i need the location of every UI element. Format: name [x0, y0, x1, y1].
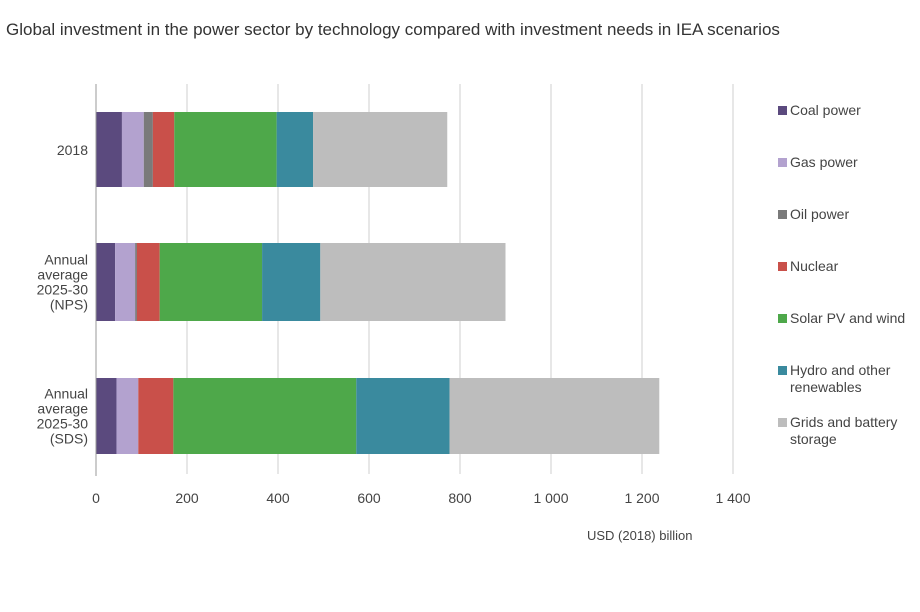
bar-1-nuclear — [136, 243, 160, 321]
bar-1-grids-and-battery-storage — [320, 243, 506, 321]
bar-2-nuclear — [138, 378, 174, 454]
bar-0-gas-power — [121, 112, 144, 187]
bar-0-coal-power — [96, 112, 122, 187]
bar-0-oil-power — [143, 112, 153, 187]
y-category-label-line: 2018 — [57, 142, 88, 158]
bar-2-grids-and-battery-storage — [449, 378, 660, 454]
legend-item: Gas power — [778, 154, 920, 171]
legend-item: Hydro and other renewables — [778, 362, 920, 396]
legend-swatch — [778, 106, 787, 115]
legend-item: Nuclear — [778, 258, 920, 275]
bar-1-coal-power — [96, 243, 116, 321]
bar-2-solar-pv-and-wind — [173, 378, 357, 454]
y-category-label-line: Annual — [44, 252, 88, 268]
y-category-label-line: average — [37, 267, 88, 283]
x-tick-label: 1 400 — [715, 490, 750, 506]
bar-1-oil-power — [135, 243, 137, 321]
x-tick-label: 600 — [357, 490, 381, 506]
y-category-label-line: average — [37, 401, 88, 417]
legend-item: Oil power — [778, 206, 920, 223]
y-category-label: 2018 — [57, 142, 88, 158]
y-category-label-line: 2025-30 — [37, 416, 89, 432]
legend-label: Oil power — [790, 206, 850, 222]
x-tick-label: 0 — [92, 490, 100, 506]
y-category-label: Annual average 2025-30 (SDS) — [37, 386, 89, 447]
legend-label: Solar PV and wind — [790, 310, 906, 326]
legend-label: Grids and battery storage — [790, 414, 898, 447]
legend-label: Hydro and other renewables — [790, 362, 891, 395]
legend-label: Coal power — [790, 102, 861, 118]
bar-1-solar-pv-and-wind — [159, 243, 263, 321]
y-category-label: Annual average 2025-30 (NPS) — [37, 252, 89, 313]
legend-swatch — [778, 210, 787, 219]
x-axis-label: USD (2018) billion — [587, 528, 693, 543]
bar-0-hydro-and-other-renewables — [276, 112, 314, 187]
legend-swatch — [778, 314, 787, 323]
y-category-label-line: (SDS) — [50, 431, 88, 447]
x-tick-label: 800 — [448, 490, 472, 506]
x-tick-label: 200 — [175, 490, 199, 506]
bar-0-solar-pv-and-wind — [174, 112, 277, 187]
bars — [96, 112, 660, 454]
bar-2-hydro-and-other-renewables — [356, 378, 450, 454]
y-category-label-line: (NPS) — [50, 297, 88, 313]
bar-2-gas-power — [116, 378, 139, 454]
bar-0-grids-and-battery-storage — [313, 112, 448, 187]
legend-item: Solar PV and wind — [778, 310, 920, 327]
legend-swatch — [778, 158, 787, 167]
y-category-label-line: Annual — [44, 386, 88, 402]
legend-swatch — [778, 418, 787, 427]
legend-swatch — [778, 262, 787, 271]
x-tick-label: 400 — [266, 490, 290, 506]
chart-title: Global investment in the power sector by… — [6, 20, 780, 39]
legend-label: Nuclear — [790, 258, 839, 274]
legend-label: Gas power — [790, 154, 858, 170]
x-tick-label: 1 200 — [624, 490, 659, 506]
bar-0-nuclear — [152, 112, 175, 187]
legend-item: Grids and battery storage — [778, 414, 920, 448]
bar-2-coal-power — [96, 378, 117, 454]
bar-1-hydro-and-other-renewables — [262, 243, 321, 321]
y-category-label-line: 2025-30 — [37, 282, 89, 298]
x-tick-label: 1 000 — [533, 490, 568, 506]
legend-item: Coal power — [778, 102, 920, 119]
legend-swatch — [778, 366, 787, 375]
bar-1-gas-power — [115, 243, 136, 321]
